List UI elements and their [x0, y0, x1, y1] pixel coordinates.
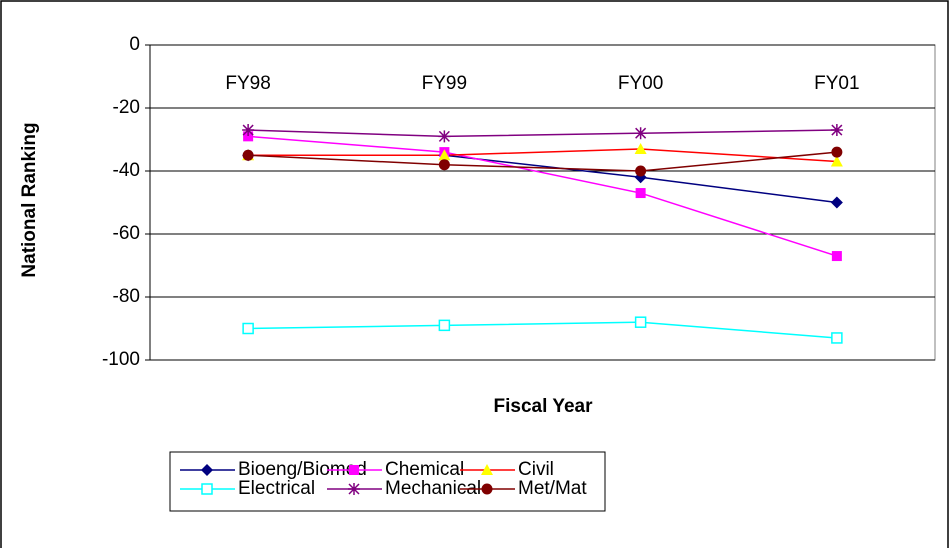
marker — [438, 159, 450, 171]
y-tick-label: -60 — [113, 223, 140, 244]
series-line — [248, 135, 838, 257]
marker — [438, 130, 451, 143]
series-line — [248, 321, 837, 339]
legend-label: Electrical — [238, 478, 315, 499]
legend-label: Mechanical — [385, 478, 481, 499]
marker — [830, 155, 843, 167]
marker — [242, 322, 254, 335]
x-tick-label: FY98 — [225, 73, 270, 94]
legend-label: Chemical — [385, 459, 464, 480]
marker — [438, 149, 451, 161]
legend — [169, 451, 606, 512]
marker — [831, 251, 842, 262]
marker — [438, 319, 451, 332]
x-tick-label: FY01 — [814, 73, 859, 94]
legend-label: Bioeng/Biomed — [238, 459, 367, 480]
legend-marker — [201, 483, 213, 495]
legend-marker — [481, 464, 493, 475]
marker — [634, 142, 647, 154]
marker — [634, 127, 647, 140]
marker — [635, 188, 646, 199]
legend-marker — [348, 483, 360, 495]
y-tick-label: -100 — [102, 349, 140, 370]
marker — [831, 146, 843, 158]
plot-area — [149, 44, 936, 361]
y-tick-label: -20 — [113, 97, 140, 118]
marker — [830, 124, 843, 137]
marker — [242, 124, 255, 137]
y-tick-label: 0 — [129, 34, 140, 55]
marker — [243, 131, 254, 142]
series-line — [248, 151, 837, 172]
y-axis-title: National Ranking — [19, 122, 40, 277]
x-tick-label: FY00 — [618, 73, 663, 94]
marker — [830, 196, 843, 209]
legend-label: Met/Mat — [518, 478, 587, 499]
legend-label: Civil — [518, 459, 554, 480]
marker — [831, 332, 843, 344]
legend-marker — [481, 483, 493, 495]
x-tick-label: FY99 — [422, 73, 467, 94]
legend-marker — [349, 465, 359, 475]
x-axis-title: Fiscal Year — [494, 396, 594, 417]
series-line — [248, 148, 837, 163]
y-tick-label: -80 — [113, 286, 140, 307]
marker — [635, 165, 647, 177]
series-line — [248, 129, 837, 138]
legend-marker — [201, 464, 213, 476]
y-tick-label: -40 — [113, 160, 140, 181]
marker — [242, 149, 254, 161]
marker — [634, 316, 647, 328]
